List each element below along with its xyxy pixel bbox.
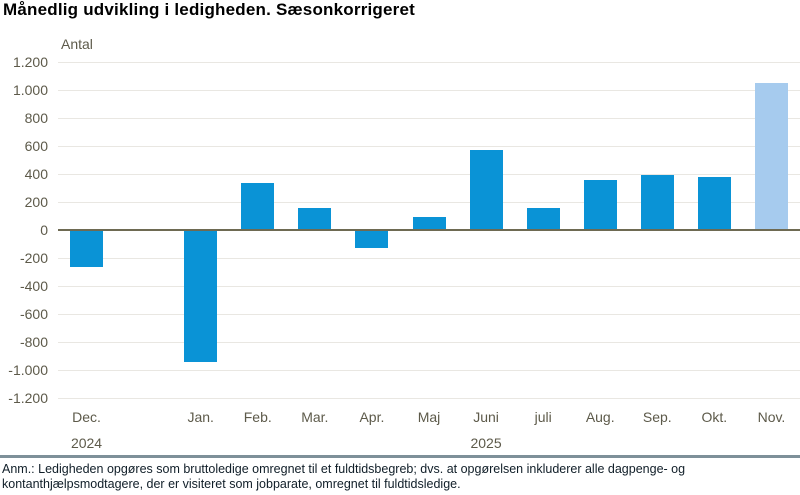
x-tick-label: Sep. bbox=[642, 409, 672, 425]
y-tick-label: -400 bbox=[19, 278, 48, 294]
footnote-line-1: Anm.: Ledigheden opgøres som bruttoledig… bbox=[2, 462, 686, 476]
bar-aug-2025 bbox=[583, 179, 617, 230]
x-year-label: 2024 bbox=[70, 435, 103, 451]
gridline bbox=[58, 201, 800, 203]
x-year-label: 2025 bbox=[470, 435, 502, 451]
bar-nov-2025 bbox=[754, 83, 788, 230]
y-tick-label: 200 bbox=[24, 194, 48, 210]
gridline bbox=[58, 89, 800, 91]
x-tick-label: Jan. bbox=[187, 409, 214, 425]
x-tick-label: Dec. bbox=[72, 409, 101, 425]
footer-separator-line bbox=[0, 455, 800, 458]
bar-maj-2025 bbox=[412, 217, 446, 230]
x-axis-zero-line bbox=[58, 229, 800, 231]
y-axis-unit-label: Antal bbox=[61, 36, 93, 52]
y-tick-label: 0 bbox=[40, 222, 48, 238]
y-tick-label: -1.000 bbox=[8, 362, 48, 378]
footnote: Anm.: Ledigheden opgøres som bruttoledig… bbox=[2, 462, 798, 491]
bar-jan-2025 bbox=[184, 230, 218, 362]
x-tick-label: Okt. bbox=[701, 409, 728, 425]
x-tick-label: Nov. bbox=[757, 409, 786, 425]
x-tick-label: juli bbox=[534, 409, 552, 425]
bar-apr-2025 bbox=[355, 230, 389, 249]
gridline bbox=[58, 285, 800, 287]
gridline bbox=[58, 313, 800, 315]
gridline bbox=[58, 397, 800, 399]
footnote-line-2: kontanthjælpsmodtagere, der er visiteret… bbox=[2, 476, 461, 491]
x-tick-label: Apr. bbox=[359, 409, 385, 425]
bar-mar-2025 bbox=[298, 208, 332, 230]
x-tick-label: Maj bbox=[417, 409, 441, 425]
plot-area bbox=[58, 61, 800, 399]
y-tick-label: 800 bbox=[24, 110, 48, 126]
gridline bbox=[58, 369, 800, 371]
y-tick-label: 1.200 bbox=[12, 54, 48, 70]
bar-sep-2025 bbox=[640, 174, 674, 230]
gridline bbox=[58, 145, 800, 147]
x-tick-label: Juni bbox=[473, 409, 499, 425]
gridline bbox=[58, 117, 800, 119]
bar-juli-2025 bbox=[526, 208, 560, 230]
bar-feb-2025 bbox=[241, 183, 275, 230]
gridline bbox=[58, 61, 800, 63]
gridline bbox=[58, 341, 800, 343]
bar-juni-2025 bbox=[469, 150, 503, 230]
x-tick-label: Aug. bbox=[585, 409, 615, 425]
y-tick-label: 400 bbox=[24, 166, 48, 182]
gridline bbox=[58, 257, 800, 259]
x-tick-label: Feb. bbox=[243, 409, 272, 425]
y-tick-label: -800 bbox=[19, 334, 48, 350]
y-tick-label: -600 bbox=[19, 306, 48, 322]
y-tick-label: -200 bbox=[19, 250, 48, 266]
y-tick-label: -1.200 bbox=[8, 390, 48, 406]
bar-okt-2025 bbox=[697, 176, 731, 230]
y-tick-label: 600 bbox=[24, 138, 48, 154]
bar-dec-2024 bbox=[70, 230, 104, 268]
gridline bbox=[58, 173, 800, 175]
x-tick-label: Mar. bbox=[301, 409, 329, 425]
y-tick-label: 1.000 bbox=[12, 82, 48, 98]
chart-title: Månedlig udvikling i ledigheden. Sæsonko… bbox=[3, 0, 415, 19]
